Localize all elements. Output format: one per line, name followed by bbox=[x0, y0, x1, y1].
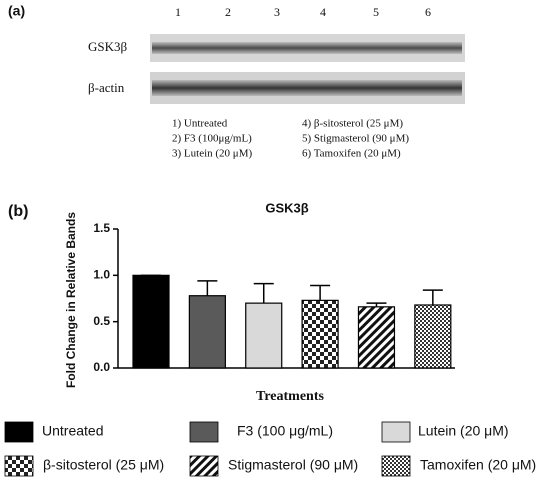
legend-swatch bbox=[381, 455, 411, 477]
lane-key: 4) β-sitosterol (25 μM) bbox=[302, 118, 403, 130]
legend-swatch bbox=[189, 455, 219, 477]
lane-number: 3 bbox=[274, 5, 280, 19]
bar bbox=[132, 274, 170, 369]
legend-label: β-sitosterol (25 μM) bbox=[43, 457, 164, 473]
panel-label: (a) bbox=[8, 3, 25, 19]
legend-swatch bbox=[4, 455, 34, 477]
y-tick-label: 1.5 bbox=[93, 221, 110, 235]
panel-label: (b) bbox=[8, 203, 28, 220]
lane-number: 5 bbox=[373, 5, 379, 19]
lane-key: 3) Lutein (20 μM) bbox=[172, 148, 252, 160]
bar bbox=[357, 306, 396, 369]
lane-number: 4 bbox=[320, 5, 326, 19]
lane-key: 5) Stigmasterol (90 μM) bbox=[302, 133, 409, 145]
blot-band bbox=[152, 42, 462, 54]
legend-label: Stigmasterol (90 μM) bbox=[228, 457, 358, 473]
bar bbox=[188, 295, 226, 369]
blot-band bbox=[152, 80, 462, 96]
legend-swatch bbox=[189, 421, 219, 443]
lane-number: 1 bbox=[175, 5, 181, 19]
lane-number: 6 bbox=[425, 5, 431, 19]
legend-swatch bbox=[4, 421, 34, 443]
legend-label: Lutein (20 μM) bbox=[418, 423, 509, 439]
lane-key: 2) F3 (100μg/mL) bbox=[172, 133, 252, 145]
legend-swatch bbox=[381, 421, 411, 443]
y-tick-label: 0.0 bbox=[93, 360, 110, 374]
y-tick-label: 1.0 bbox=[93, 268, 110, 282]
bar bbox=[245, 302, 283, 369]
bar bbox=[414, 304, 452, 369]
legend-label: Tamoxifen (20 μM) bbox=[420, 457, 536, 473]
lane-number: 2 bbox=[225, 5, 231, 19]
y-axis-label: Fold Change in Relative Bands bbox=[64, 212, 78, 388]
x-axis-label: Treatments bbox=[256, 389, 324, 404]
lane-key: 6) Tamoxifen (20 μM) bbox=[302, 148, 401, 160]
y-tick-label: 0.5 bbox=[93, 314, 110, 328]
row-label: β-actin bbox=[88, 80, 125, 95]
chart-title: GSK3β bbox=[265, 200, 308, 215]
lane-key: 1) Untreated bbox=[172, 118, 228, 130]
legend-label: Untreated bbox=[42, 423, 103, 439]
legend-label: F3 (100 μg/mL) bbox=[237, 423, 333, 439]
bar bbox=[301, 299, 339, 369]
row-label: GSK3β bbox=[88, 39, 128, 54]
